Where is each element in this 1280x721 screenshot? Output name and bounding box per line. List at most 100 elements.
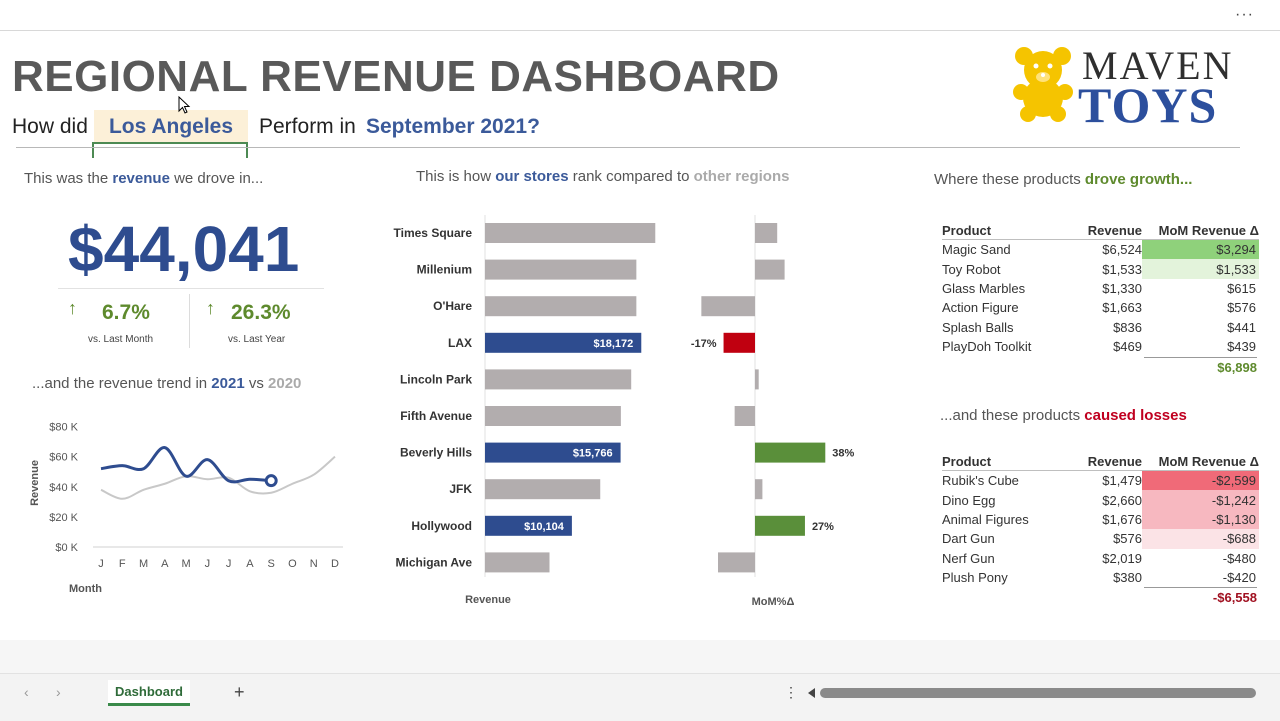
question-prefix: How did: [12, 115, 88, 138]
sheet-background: [0, 640, 1280, 674]
product-cell: Glass Marbles: [942, 280, 1026, 296]
column-header: MoM Revenue Δ: [1142, 453, 1259, 471]
product-cell: Rubik's Cube: [942, 473, 1019, 489]
store-label: JFK: [449, 482, 472, 496]
column-header: Product: [942, 453, 1060, 471]
table-row: Dino Egg $2,660 -$1,242: [942, 490, 1259, 510]
city-selector[interactable]: Los Angeles: [94, 110, 248, 144]
table-row: Rubik's Cube $1,479 -$2,599: [942, 470, 1259, 491]
revenue-bar-label: $10,104: [524, 521, 565, 533]
product-cell: Animal Figures: [942, 511, 1029, 527]
y-tick-label: $80 K: [49, 422, 78, 434]
store-ranking-chart: Times Square Millenium O'Hare LAX $18,172 -17…: [394, 215, 855, 608]
top-toolbar: ···: [0, 0, 1280, 31]
loss-products-table: Product Revenue MoM Revenue Δ Rubik's Cu…: [942, 453, 1259, 587]
mom-bar: [755, 259, 785, 280]
delta-cell: $576: [1227, 300, 1256, 316]
product-cell: Nerf Gun: [942, 550, 995, 566]
delta-cell: -$688: [1142, 529, 1259, 549]
delta-cell: -$1,130: [1142, 509, 1259, 530]
y-tick-label: $60 K: [49, 452, 78, 464]
delta-cell: -$1,242: [1142, 490, 1259, 510]
prev-sheet-button[interactable]: ‹: [24, 684, 29, 700]
delta-cell: -$420: [1222, 570, 1256, 586]
product-cell: Plush Pony: [942, 570, 1008, 586]
x-tick-label: S: [268, 558, 275, 570]
column-header: Revenue: [1060, 453, 1142, 471]
more-options-button[interactable]: ···: [1235, 6, 1254, 23]
mom-bar: [755, 479, 763, 500]
selected-cell-outline: [92, 142, 248, 158]
revenue-cell: $1,663: [1102, 300, 1142, 316]
horizontal-scrollbar[interactable]: [820, 688, 1256, 698]
store-label: O'Hare: [433, 299, 472, 313]
delta-cell: $1,533: [1142, 259, 1259, 279]
revenue-cell: $836: [1113, 319, 1142, 335]
revenue-cell: $1,330: [1102, 280, 1142, 296]
revenue-bar: [485, 332, 642, 353]
table-row: PlayDoh Toolkit $469 $439: [942, 337, 1259, 356]
x-tick-label: O: [288, 558, 297, 570]
table-row: Animal Figures $1,676 -$1,130: [942, 509, 1259, 530]
table-header-row: Product Revenue MoM Revenue Δ: [942, 222, 1259, 240]
x-tick-label: M: [139, 558, 148, 570]
tab-options-handle[interactable]: ⋮: [784, 684, 798, 700]
revenue-trend-chart: $0 K $20 K $40 K $60 K $80 K J F M A M J J A S O N D Reve…: [29, 422, 343, 595]
revenue-cell: $1,479: [1102, 473, 1142, 489]
revenue-cell: $2,660: [1102, 492, 1142, 508]
revenue-bar: [485, 479, 601, 500]
kpi-yoy-label: vs. Last Year: [228, 334, 286, 345]
question-mid: Perform in: [259, 115, 356, 138]
table-row: Plush Pony $380 -$420: [942, 568, 1259, 587]
kpi-mom-label: vs. Last Month: [88, 334, 154, 345]
kpi-divider: [58, 288, 324, 289]
logo-text-toys: TOYS: [1078, 77, 1218, 133]
product-cell: Dart Gun: [942, 531, 995, 547]
table-header-row: Product Revenue MoM Revenue Δ: [942, 453, 1259, 471]
x-tick-label: J: [226, 558, 232, 570]
mom-bar: [755, 223, 778, 243]
x-tick-label: F: [119, 558, 126, 570]
product-cell: Magic Sand: [942, 242, 1011, 258]
trend-heading: ...and the revenue trend in 2021 vs 2020: [32, 375, 302, 392]
product-cell: Dino Egg: [942, 492, 996, 508]
revenue-bar: [485, 259, 637, 280]
revenue-cell: $6,524: [1102, 242, 1142, 258]
mom-bar-label: -17%: [691, 338, 717, 350]
kpi-yoy-value: 26.3%: [231, 301, 291, 324]
store-label: Fifth Avenue: [400, 409, 472, 423]
revenue-cell: $380: [1113, 570, 1142, 586]
store-label: Hollywood: [411, 519, 472, 533]
revenue-axis-title: Revenue: [465, 594, 511, 606]
mom-bar: [734, 406, 755, 426]
revenue-cell: $469: [1113, 339, 1142, 355]
tab-dashboard[interactable]: Dashboard: [108, 680, 190, 706]
growth-total: $6,898: [1144, 357, 1257, 375]
series-line-2020: [100, 455, 336, 500]
y-tick-label: $20 K: [49, 512, 78, 524]
revenue-bar-label: $18,172: [594, 338, 634, 350]
revenue-cell: $1,533: [1102, 261, 1142, 277]
column-header: Revenue: [1060, 222, 1142, 240]
table-row: Glass Marbles $1,330 $615: [942, 279, 1259, 298]
add-sheet-button[interactable]: +: [234, 682, 245, 702]
table-row: Toy Robot $1,533 $1,533: [942, 259, 1259, 279]
revenue-heading: This was the revenue we drove in...: [24, 170, 264, 187]
revenue-cell: $2,019: [1102, 550, 1142, 566]
up-arrow-icon: ↑: [206, 298, 215, 318]
table-row: Magic Sand $6,524 $3,294: [942, 239, 1259, 260]
product-cell: PlayDoh Toolkit: [942, 339, 1032, 355]
revenue-bar: [485, 552, 550, 573]
column-header: Product: [942, 222, 1060, 240]
revenue-bar: [485, 296, 637, 317]
mom-bar: [755, 442, 826, 463]
next-sheet-button[interactable]: ›: [56, 684, 61, 700]
x-tick-label: J: [205, 558, 211, 570]
loss-total: -$6,558: [1144, 587, 1257, 605]
scroll-left-arrow-icon[interactable]: [808, 688, 815, 698]
product-cell: Splash Balls: [942, 319, 1014, 335]
current-month-marker: [264, 474, 278, 488]
mom-bar: [755, 369, 759, 390]
header-divider: [16, 147, 1240, 148]
store-label: Millenium: [417, 263, 472, 277]
